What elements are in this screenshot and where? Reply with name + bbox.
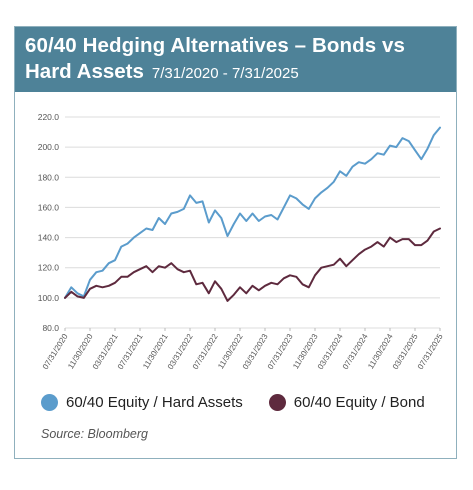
chart-card: 60/40 Hedging Alternatives – Bonds vs Ha… (14, 26, 457, 459)
y-tick-label: 180.0 (38, 172, 60, 182)
date-range: 7/31/2020 - 7/31/2025 (151, 65, 299, 82)
chart-legend: 60/40 Equity / Hard Assets 60/40 Equity … (41, 394, 451, 411)
legend-item-bond: 60/40 Equity / Bond (268, 394, 425, 411)
legend-swatch-hard-assets (41, 394, 58, 411)
line-chart: 80.0 100.0 120.0 140.0 160.0 180.0 200.0 220.0 0… (38, 112, 445, 371)
legend-label-bond: 60/40 Equity / Bond (293, 394, 425, 411)
legend-item-hard-assets: 60/40 Equity / Hard Assets (41, 394, 243, 411)
x-tick-label: 07/31/2025 (416, 332, 445, 371)
y-tick-label: 160.0 (38, 202, 60, 212)
y-tick-label: 140.0 (38, 233, 60, 243)
series-line-hard-assets (64, 126, 441, 299)
legend-label-hard-assets: 60/40 Equity / Hard Assets (66, 394, 243, 411)
source-note: Source: Bloomberg (41, 427, 149, 441)
chart-header: 60/40 Hedging Alternatives – Bonds vs Ha… (15, 27, 456, 92)
chart-title-line2-text: Hard Assets (25, 60, 144, 83)
series-line-bond (64, 227, 441, 302)
chart-title-line2: Hard Assets 7/31/2020 - 7/31/2025 (25, 60, 299, 84)
legend-swatch-bond (268, 394, 286, 411)
y-tick-label: 220.0 (38, 112, 60, 122)
y-tick-label: 200.0 (38, 142, 60, 152)
y-tick-label: 100.0 (38, 293, 60, 303)
chart-title-line1: 60/40 Hedging Alternatives – Bonds vs (25, 34, 406, 57)
y-tick-label: 120.0 (38, 263, 60, 273)
y-tick-label: 80.0 (42, 323, 59, 333)
